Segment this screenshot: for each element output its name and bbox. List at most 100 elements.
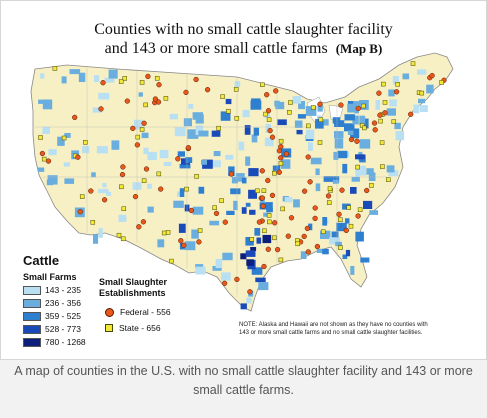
county-patch [255, 277, 266, 283]
state-facility-marker [116, 232, 122, 238]
county-patch [388, 89, 395, 97]
county-patch [315, 121, 324, 129]
county-patch [277, 119, 287, 126]
county-patch [355, 154, 365, 160]
county-patch [63, 162, 70, 167]
state-facility-marker [361, 103, 366, 109]
county-patch [169, 113, 178, 120]
county-patch [347, 130, 354, 135]
federal-facility-marker [325, 193, 332, 199]
county-patch [225, 98, 232, 105]
state-facility-marker [83, 140, 88, 145]
federal-facility-marker [259, 195, 266, 201]
county-patch [395, 131, 405, 141]
county-patch [177, 151, 185, 157]
county-patch [157, 239, 165, 248]
county-patch [265, 202, 273, 209]
county-patch [195, 264, 204, 269]
county-patch [275, 101, 285, 110]
federal-facility-marker [307, 179, 313, 185]
state-facility-marker [266, 213, 272, 218]
state-facility-marker [249, 237, 255, 242]
small-farms-legend: Cattle Small Farms 143 - 235 236 - 356 3… [21, 251, 107, 351]
county-patch [98, 188, 109, 194]
state-facility-marker [266, 117, 272, 122]
federal-facility-marker [141, 120, 147, 126]
county-patch [174, 127, 186, 137]
federal-facility-marker [273, 88, 279, 94]
county-patch [251, 267, 263, 275]
legend-range-5: 780 - 1268 [23, 337, 86, 347]
federal-facility-marker [317, 101, 323, 107]
county-patch [298, 101, 305, 110]
county-patch [418, 98, 426, 104]
state-facility-marker [143, 102, 148, 108]
federal-facility-marker [312, 215, 318, 222]
legend-range-label: 236 - 356 [45, 298, 81, 308]
county-patch [195, 114, 204, 124]
county-patch [368, 172, 376, 181]
county-patch [241, 177, 247, 184]
federal-facility-marker [364, 187, 370, 194]
federal-facility-marker [183, 89, 189, 96]
county-patch [242, 109, 250, 118]
state-facility-marker [90, 220, 96, 225]
federal-facility-marker [278, 143, 284, 150]
county-patch [350, 187, 357, 194]
county-patch [42, 99, 53, 110]
county-patch [222, 252, 233, 261]
state-facility-marker [233, 87, 239, 92]
county-patch [342, 203, 351, 210]
county-patch [244, 125, 251, 135]
county-patch [337, 150, 348, 159]
county-patch [369, 210, 379, 215]
state-facility-marker [120, 236, 126, 242]
state-facility-marker [346, 205, 351, 210]
federal-facility-marker [272, 220, 278, 226]
state-facility-marker [379, 140, 385, 145]
federal-facility-marker [259, 168, 265, 174]
federal-facility-marker [234, 276, 240, 283]
state-facility-marker [261, 188, 267, 193]
federal-facility-marker [285, 233, 291, 239]
county-patch [296, 129, 303, 135]
federal-facility-marker [261, 263, 267, 270]
county-patch [61, 76, 67, 84]
county-patch [266, 207, 273, 213]
county-patch [57, 136, 65, 146]
state-facility-marker [194, 174, 199, 179]
county-patch [375, 99, 380, 110]
county-patch [386, 165, 395, 173]
figure-frame: Counties with no small cattle slaughter … [0, 0, 487, 360]
state-facility-marker [161, 230, 167, 236]
federal-facility-marker [312, 205, 318, 211]
state-facility-marker [219, 198, 224, 203]
federal-facility-marker [196, 239, 202, 245]
state-label: State - 656 [119, 323, 161, 333]
state-facility-marker [391, 119, 397, 124]
legend-swatch [23, 285, 41, 295]
county-patch [228, 166, 235, 176]
establishments-title: Small Slaughter Establishments [99, 277, 167, 299]
state-facility-marker [216, 125, 221, 131]
county-patch [192, 206, 204, 215]
county-patch [147, 183, 152, 189]
county-patch [334, 138, 344, 149]
federal-facility-marker [88, 188, 94, 194]
county-patch [334, 131, 344, 139]
legend-title: Cattle [23, 253, 60, 268]
state-facility-marker [121, 206, 127, 211]
state-facility-marker [38, 135, 43, 140]
county-patch [316, 248, 323, 253]
legend-range-4: 528 - 773 [23, 324, 81, 334]
county-patch [185, 157, 193, 163]
federal-facility-marker [372, 127, 378, 133]
federal-facility-marker [354, 138, 360, 144]
county-patch [310, 157, 322, 165]
county-patch [245, 250, 256, 257]
state-facility-marker [317, 140, 323, 145]
county-patch [179, 163, 191, 169]
county-patch [315, 183, 321, 192]
county-patch [306, 129, 315, 140]
county-patch [344, 123, 355, 132]
